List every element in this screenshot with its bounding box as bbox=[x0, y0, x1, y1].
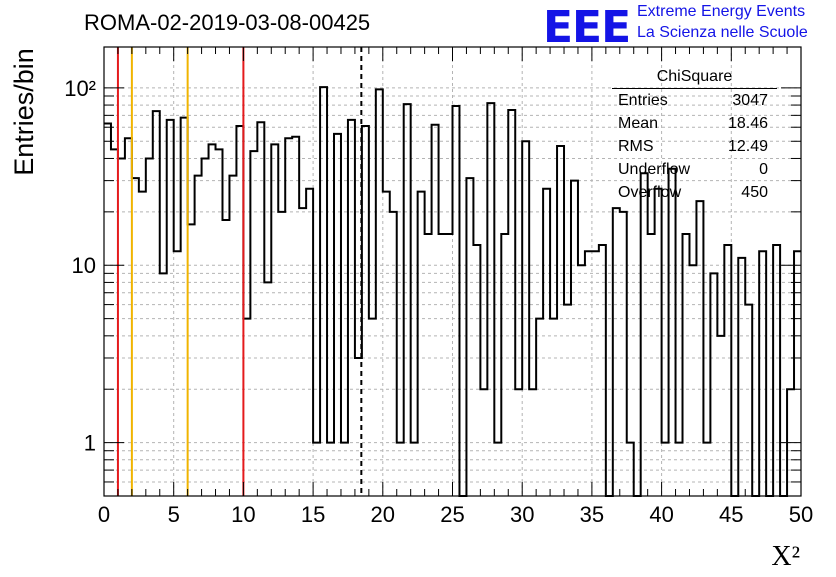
x-tick-label: 45 bbox=[719, 502, 743, 527]
stats-key: Mean bbox=[618, 115, 659, 132]
stats-row-underflow: Underflow 0 bbox=[612, 158, 777, 181]
stats-value: 450 bbox=[741, 184, 768, 201]
stats-box: ChiSquare Entries 3047 Mean 18.46 RMS 12… bbox=[612, 66, 777, 204]
stats-key: Entries bbox=[618, 92, 668, 109]
logo-subtitle-1: Extreme Energy Events bbox=[637, 3, 806, 20]
stats-row-rms: RMS 12.49 bbox=[612, 135, 777, 158]
x-axis-label: X² bbox=[771, 541, 800, 572]
stats-value: 0 bbox=[759, 161, 768, 178]
stats-key: Overflow bbox=[618, 184, 682, 201]
stats-row-overflow: Overflow 450 bbox=[612, 181, 777, 204]
stats-key: Underflow bbox=[618, 161, 691, 178]
stats-title: ChiSquare bbox=[612, 66, 777, 89]
run-title: ROMA-02-2019-03-08-00425 bbox=[84, 10, 371, 35]
x-tick-label: 10 bbox=[231, 502, 255, 527]
logo-subtitle-2: La Scienza nelle Scuole bbox=[637, 24, 808, 41]
stats-row-entries: Entries 3047 bbox=[612, 89, 777, 112]
stats-row-mean: Mean 18.46 bbox=[612, 112, 777, 135]
x-tick-label: 30 bbox=[510, 502, 534, 527]
x-tick-label: 0 bbox=[98, 502, 110, 527]
stats-value: 18.46 bbox=[727, 115, 768, 132]
y-tick-label: 10² bbox=[64, 76, 96, 101]
y-tick-label: 10 bbox=[72, 253, 96, 278]
eee-logo: EEE bbox=[543, 2, 631, 53]
y-tick-label: 1 bbox=[84, 431, 96, 456]
y-axis-label: Entries/bin bbox=[9, 48, 39, 176]
x-tick-label: 40 bbox=[649, 502, 673, 527]
x-tick-label: 50 bbox=[789, 502, 813, 527]
x-tick-label: 35 bbox=[580, 502, 604, 527]
stats-key: RMS bbox=[618, 138, 654, 155]
histogram-line bbox=[104, 86, 801, 497]
x-tick-label: 5 bbox=[168, 502, 180, 527]
x-tick-label: 15 bbox=[301, 502, 325, 527]
x-tick-label: 25 bbox=[440, 502, 464, 527]
x-tick-label: 20 bbox=[371, 502, 395, 527]
stats-value: 12.49 bbox=[727, 138, 768, 155]
stats-value: 3047 bbox=[732, 92, 768, 109]
